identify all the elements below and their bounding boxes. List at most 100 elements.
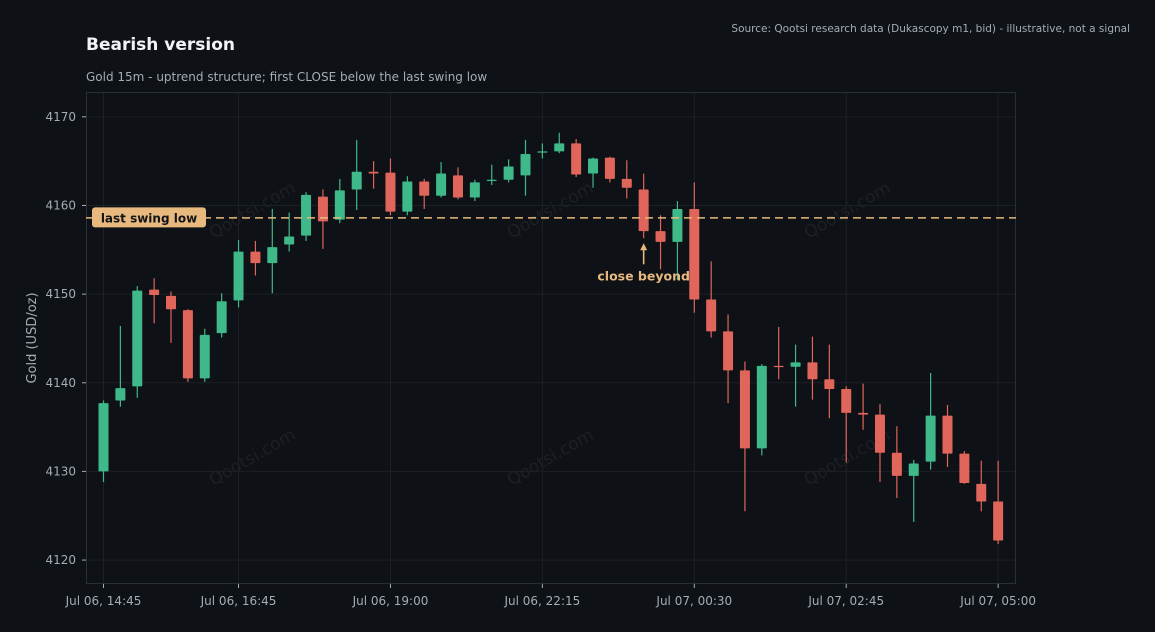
y-tick-label: 4160 [45, 198, 76, 212]
candle-body [925, 415, 936, 462]
candle-up [132, 286, 143, 398]
candle-body [942, 415, 953, 454]
candle-body [604, 157, 615, 179]
candle-series [98, 132, 1004, 545]
watermark: Qootsi.com [206, 425, 299, 490]
candle-body [891, 452, 902, 476]
candle-body [216, 301, 227, 334]
candle-body [284, 236, 295, 245]
candle-body [267, 247, 278, 264]
candle-down [638, 173, 649, 239]
candle-up [233, 240, 244, 308]
candle-body [250, 251, 261, 264]
candle-body [166, 295, 177, 310]
candle-body [554, 143, 565, 152]
candle-up [334, 178, 345, 224]
candle-body [908, 463, 919, 476]
candle-down [723, 314, 734, 404]
candle-body [959, 453, 970, 483]
candle-body [233, 251, 244, 301]
candle-up [284, 212, 295, 252]
candle-body [301, 194, 312, 236]
candle-down [824, 344, 835, 419]
candle-down [739, 361, 750, 512]
candle-body [419, 181, 430, 196]
candle-body [706, 299, 717, 332]
source-note: Source: Qootsi research data (Dukascopy … [731, 23, 1130, 35]
candle-up [98, 400, 109, 483]
chart-title: Bearish version [86, 35, 236, 55]
candle-body [858, 412, 869, 415]
candle-down [604, 156, 615, 183]
candle-body [385, 172, 396, 212]
candle-down [874, 404, 885, 483]
swing-low-badge [92, 207, 206, 228]
candle-body [723, 331, 734, 371]
watermark: Qootsi.com [504, 425, 597, 490]
candle-body [655, 231, 666, 242]
candle-up [537, 143, 548, 159]
candle-down [655, 215, 666, 270]
candle-body [739, 370, 750, 449]
y-tick-label: 4140 [45, 376, 76, 390]
candle-body [756, 365, 767, 449]
y-tick-label: 4120 [45, 553, 76, 567]
candle-body [402, 181, 413, 212]
grid-lines [86, 92, 1016, 584]
candle-body [571, 143, 582, 175]
candle-up [790, 344, 801, 407]
candle-body [672, 209, 683, 242]
candle-down [317, 189, 328, 249]
candle-up [436, 162, 447, 198]
candle-up [925, 373, 936, 470]
candle-down [419, 178, 430, 210]
candle-body [317, 196, 328, 222]
candle-down [250, 240, 261, 276]
candle-up [469, 179, 480, 202]
candle-up [486, 164, 497, 186]
candle-down [689, 182, 700, 313]
candle-body [351, 171, 362, 190]
candle-down [807, 336, 818, 400]
candle-down [706, 261, 717, 338]
y-tick-label: 4170 [45, 110, 76, 124]
candle-up [520, 139, 531, 196]
candle-down [858, 383, 869, 430]
candle-up [115, 326, 126, 407]
candle-body [149, 289, 160, 296]
candle-body [841, 388, 852, 413]
annotations: last swing low close beyond [86, 207, 1016, 283]
candle-body [824, 379, 835, 389]
y-tick-label: 4150 [45, 287, 76, 301]
candle-up [199, 328, 210, 382]
candle-up [503, 159, 514, 183]
plot-area [86, 92, 1016, 584]
candle-body [115, 388, 126, 401]
y-axis: 4120 4130 4140 4150 4160 4170 [45, 110, 86, 567]
candle-body [98, 403, 109, 472]
candle-up [756, 364, 767, 456]
x-tick-label: Jul 06, 19:00 [352, 594, 429, 608]
candle-up [554, 132, 565, 154]
candle-body [132, 290, 143, 387]
candle-down [385, 158, 396, 216]
candle-body [452, 175, 463, 198]
candle-down [452, 167, 463, 200]
x-tick-label: Jul 06, 16:45 [200, 594, 277, 608]
candle-up [908, 459, 919, 522]
candle-body [486, 179, 497, 181]
candle-body [334, 190, 345, 220]
x-axis: Jul 06, 14:45 Jul 06, 16:45 Jul 06, 19:00 J… [65, 584, 1036, 608]
x-tick-label: Jul 07, 05:00 [959, 594, 1036, 608]
watermark: Qootsi.com [206, 178, 299, 243]
candle-up [351, 139, 362, 210]
candle-up [588, 157, 599, 188]
watermark: Qootsi.com [504, 178, 597, 243]
candle-body [199, 334, 210, 379]
x-tick-label: Jul 07, 00:30 [655, 594, 732, 608]
candle-up [301, 192, 312, 241]
chart-subtitle: Gold 15m - uptrend structure; first CLOS… [86, 70, 488, 84]
swing-low-label: last swing low [101, 211, 197, 225]
candle-down [182, 309, 193, 382]
